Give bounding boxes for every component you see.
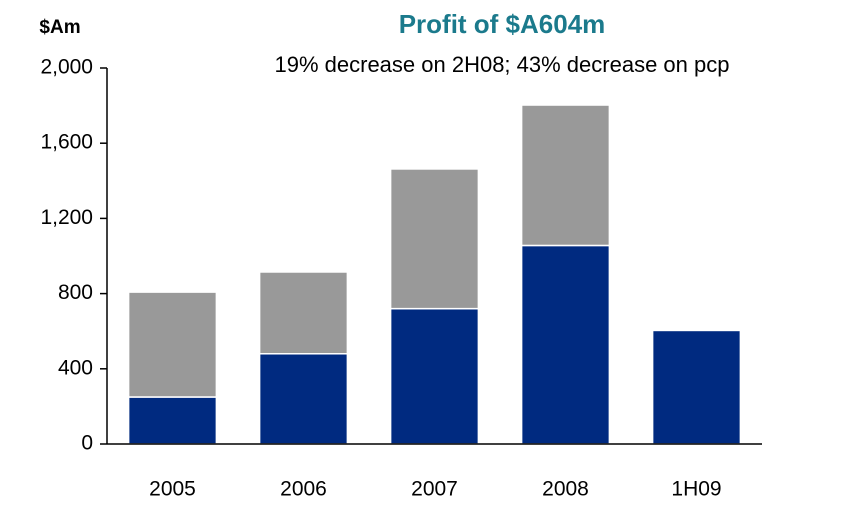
y-tick-label: 0	[81, 432, 93, 455]
bar-segment	[389, 168, 480, 310]
x-tick-label: 2007	[411, 478, 458, 501]
y-tick-label: 1,600	[40, 131, 93, 154]
y-axis-label: $Am	[39, 17, 80, 38]
y-tick-label: 800	[58, 281, 93, 304]
bar-segment	[127, 291, 218, 398]
bar-segment	[520, 244, 611, 445]
y-tick-label: 400	[58, 356, 93, 379]
bar-segment	[258, 353, 349, 445]
bar-segment	[258, 271, 349, 355]
x-tick-label: 1H09	[671, 478, 721, 501]
x-tick-label: 2006	[280, 478, 327, 501]
y-tick-label: 1,200	[40, 206, 93, 229]
bar-segment	[389, 307, 480, 445]
x-tick-label: 2008	[542, 478, 589, 501]
bar-segment	[520, 104, 611, 247]
bar-segment	[127, 396, 218, 445]
y-tick-label: 2,000	[40, 56, 93, 79]
x-tick-label: 2005	[149, 478, 196, 501]
bar-segment	[651, 329, 742, 445]
chart-subtitle: 19% decrease on 2H08; 43% decrease on pc…	[275, 52, 730, 77]
chart-title: Profit of $A604m	[399, 9, 606, 39]
